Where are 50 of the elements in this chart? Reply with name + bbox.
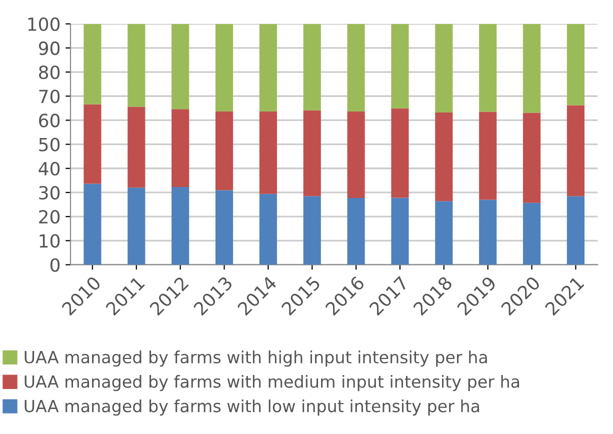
bar [391, 108, 409, 198]
bar [128, 188, 146, 265]
legend-label: UAA managed by farms with medium input intensity per ha [24, 374, 520, 392]
bar [172, 109, 190, 187]
bar [128, 24, 146, 107]
bar [303, 196, 321, 265]
y-tick-label: 80 [39, 66, 60, 80]
y-tick-label: 70 [39, 90, 60, 104]
bar [128, 106, 146, 188]
y-tick-label: 10 [40, 234, 60, 248]
bar [303, 24, 321, 110]
bar [479, 24, 497, 112]
bar [522, 202, 541, 265]
bar [84, 184, 102, 265]
y-tick-label: 50 [39, 138, 60, 152]
bar [215, 112, 234, 190]
legend-label: UAA managed by farms with low input intensity per ha [24, 399, 480, 416]
bar [172, 186, 190, 265]
bar [215, 24, 234, 112]
bar [435, 24, 453, 113]
y-tick-label: 40 [38, 162, 60, 176]
y-tick-label: 20 [39, 210, 60, 224]
bar [566, 24, 584, 106]
bar [479, 200, 497, 265]
bar [347, 198, 365, 265]
bar [259, 112, 277, 194]
bar [259, 24, 277, 112]
bar [84, 104, 102, 184]
bar [172, 24, 190, 110]
bar [391, 24, 409, 108]
bar [566, 196, 584, 265]
legend-label: UAA managed by farms with high input intensity per ha [24, 350, 487, 367]
y-tick-label: 0 [50, 258, 60, 272]
y-tick-label: 90 [38, 41, 60, 56]
bar [566, 105, 584, 196]
bar [479, 112, 497, 200]
y-tick-label: 30 [39, 186, 60, 200]
bar [259, 194, 277, 265]
bar [522, 24, 541, 113]
y-tick-label: 60 [39, 114, 60, 128]
bar [522, 112, 541, 203]
bar [84, 24, 102, 104]
bar [391, 198, 409, 265]
bar [347, 112, 365, 198]
bar [347, 24, 365, 112]
bar [303, 110, 321, 196]
bar [435, 201, 453, 265]
bar [435, 112, 453, 202]
y-tick-label: 100 [28, 17, 60, 31]
bar [215, 190, 234, 265]
